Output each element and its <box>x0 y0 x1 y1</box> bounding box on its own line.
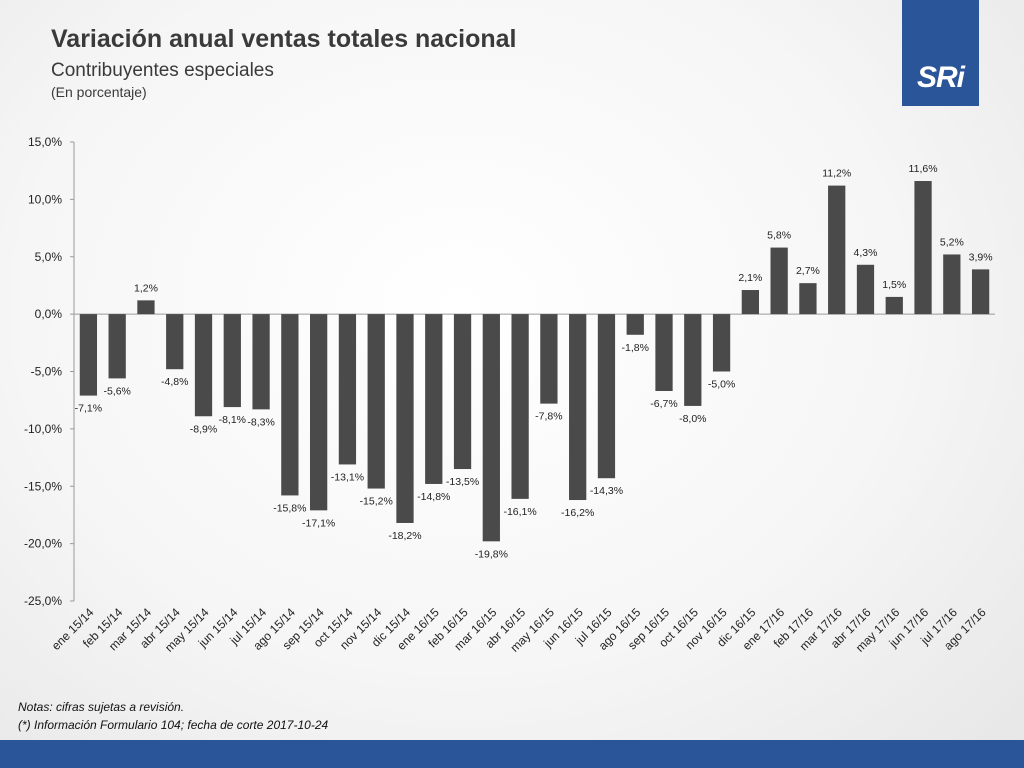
bar <box>943 254 961 315</box>
data-label: -8,0% <box>679 413 706 425</box>
bar <box>856 264 875 315</box>
y-tick-label: 0,0% <box>35 307 63 321</box>
bar <box>885 296 903 315</box>
footer-bar <box>0 740 1024 768</box>
data-label: 11,2% <box>822 168 851 180</box>
bar <box>310 314 328 511</box>
bar <box>799 283 817 315</box>
bar <box>252 314 270 410</box>
bar <box>741 290 759 315</box>
y-tick-label: 10,0% <box>28 192 62 206</box>
data-label: 5,2% <box>940 236 964 248</box>
unit-label: (En porcentaje) <box>51 84 147 100</box>
logo-text: SRi <box>916 61 965 94</box>
y-tick-label: -25,0% <box>24 594 62 608</box>
page-subtitle: Contribuyentes especiales <box>51 60 274 81</box>
bar <box>338 314 357 465</box>
bar <box>453 314 472 470</box>
y-tick-label: -10,0% <box>24 422 62 436</box>
data-label: 2,7% <box>796 265 820 277</box>
data-label: -15,2% <box>360 496 393 508</box>
bar <box>79 314 98 396</box>
bar <box>396 314 414 523</box>
data-label: -8,3% <box>247 416 274 428</box>
bar <box>108 314 126 379</box>
note-source: (*) Información Formulario 104; fecha de… <box>18 718 329 732</box>
data-label: -4,8% <box>161 376 188 388</box>
data-label: -8,1% <box>219 414 246 426</box>
y-tick-label: -5,0% <box>31 365 63 379</box>
bar <box>281 314 299 496</box>
page-title: Variación anual ventas totales nacional <box>51 25 517 53</box>
bar <box>712 314 731 372</box>
y-tick-label: -15,0% <box>24 479 62 493</box>
data-label: 4,3% <box>854 247 878 259</box>
bar <box>597 314 616 479</box>
bar <box>971 269 990 315</box>
bar <box>914 181 932 315</box>
bar <box>367 314 385 489</box>
data-label: -15,8% <box>273 502 306 514</box>
bar-chart: 15,0% 10,0% 5,0% 0,0% -5,0% -10,0% -15,0% -20,0… <box>24 135 995 655</box>
data-label: -14,3% <box>590 485 623 497</box>
data-label: -6,7% <box>650 398 677 410</box>
bar <box>137 300 155 315</box>
data-label: -14,8% <box>417 491 450 503</box>
data-label: -16,2% <box>561 507 594 519</box>
data-label: -5,0% <box>708 379 735 391</box>
notes: Notas: cifras sujetas a revisión. (*) In… <box>18 698 328 734</box>
data-label: -13,1% <box>331 471 364 483</box>
note-revision: Notas: cifras sujetas a revisión. <box>18 700 185 714</box>
data-label: -5,6% <box>103 385 130 397</box>
data-label: 1,5% <box>882 279 906 291</box>
bar <box>626 314 644 335</box>
data-label: -7,1% <box>75 403 102 415</box>
y-tick-label: -20,0% <box>24 537 62 551</box>
bar <box>569 314 587 501</box>
data-label: -18,2% <box>388 530 421 542</box>
bar <box>540 314 558 404</box>
bar <box>655 314 673 392</box>
bar <box>194 314 213 417</box>
data-label: 11,6% <box>909 163 938 175</box>
bar <box>425 314 443 484</box>
bar <box>511 314 529 499</box>
y-tick-label: 5,0% <box>35 250 63 264</box>
data-label: -8,9% <box>190 423 217 435</box>
data-label: -1,8% <box>622 342 649 354</box>
bar <box>223 314 241 408</box>
data-label: -19,8% <box>475 548 508 560</box>
bar <box>482 314 500 542</box>
data-label: 2,1% <box>738 272 762 284</box>
bar <box>770 247 788 315</box>
data-label: -13,5% <box>446 476 479 488</box>
data-label: 5,8% <box>767 230 791 242</box>
bar <box>166 314 184 370</box>
y-tick-label: 15,0% <box>28 135 62 149</box>
data-label: -16,1% <box>503 506 536 518</box>
sri-logo: SRi <box>902 0 979 106</box>
data-label: -7,8% <box>535 411 562 423</box>
data-label: 1,2% <box>134 282 158 294</box>
bar <box>684 314 702 406</box>
data-label: -17,1% <box>302 517 335 529</box>
data-label: 3,9% <box>969 251 993 263</box>
bar <box>828 185 846 315</box>
